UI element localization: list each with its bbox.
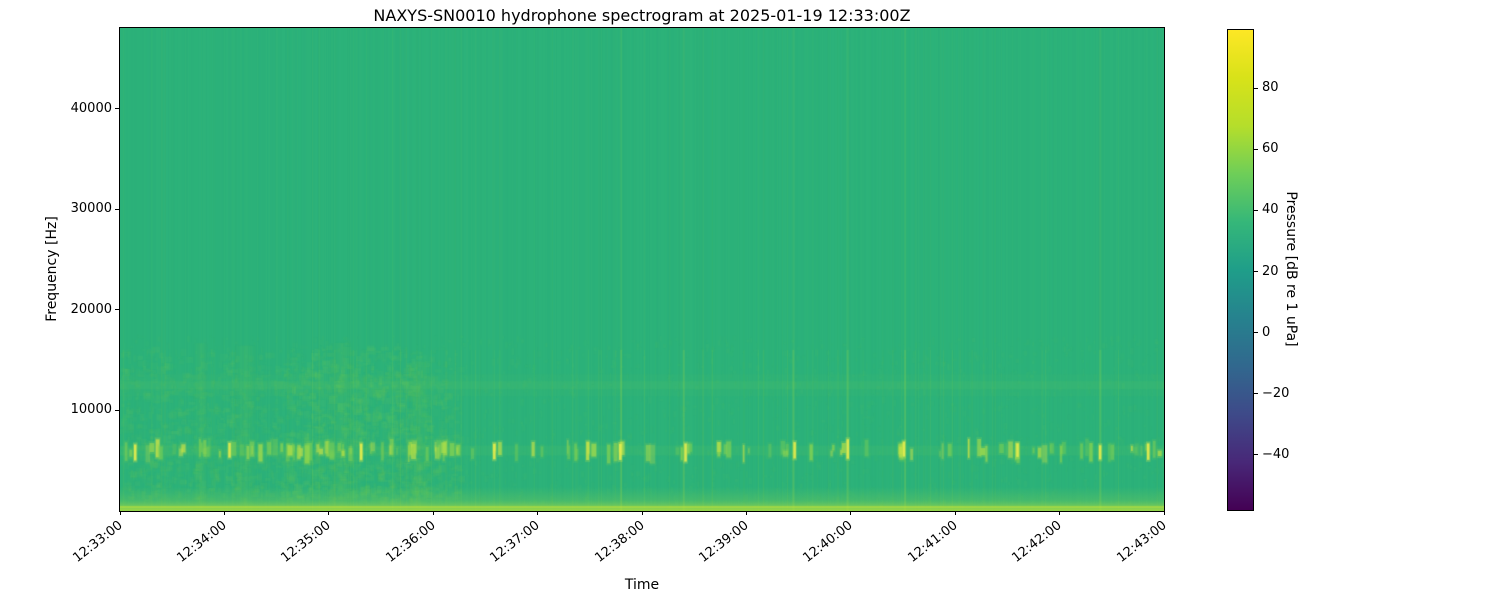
x-tick-mark	[119, 511, 121, 515]
x-tick-mark	[954, 511, 956, 515]
x-tick-label: 12:34:00	[174, 518, 230, 566]
chart-title: NAXYS-SN0010 hydrophone spectrogram at 2…	[373, 6, 911, 25]
y-tick-label: 30000	[70, 201, 112, 217]
x-tick-mark	[641, 511, 643, 515]
x-tick-mark	[850, 511, 852, 515]
colorbar-tick-mark	[1254, 393, 1258, 395]
colorbar-tick-label: −20	[1262, 385, 1290, 401]
x-tick-label: 12:38:00	[591, 518, 648, 566]
x-tick-mark	[537, 511, 539, 515]
x-tick-label: 12:33:00	[69, 518, 126, 566]
x-tick-label: 12:40:00	[800, 518, 857, 566]
x-tick-label: 12:36:00	[383, 518, 439, 566]
x-axis-label: Time	[624, 577, 660, 593]
x-tick-label: 12:41:00	[905, 518, 961, 566]
colorbar-tick-label: −40	[1262, 446, 1290, 462]
y-tick-mark	[115, 409, 119, 411]
x-tick-mark	[745, 511, 747, 515]
y-tick-label: 20000	[70, 301, 112, 317]
colorbar-tick-mark	[1254, 148, 1258, 150]
x-tick-mark	[432, 511, 434, 515]
colorbar-tick-mark	[1254, 209, 1258, 211]
y-tick-label: 10000	[70, 402, 112, 418]
x-tick-mark	[1059, 511, 1061, 515]
colorbar-tick-label: 20	[1262, 263, 1279, 279]
y-tick-mark	[115, 108, 119, 109]
spectrogram-heatmap	[120, 28, 1164, 511]
y-tick-mark	[115, 309, 119, 311]
colorbar-tick-label: 0	[1262, 324, 1271, 340]
x-tick-mark	[328, 511, 330, 515]
colorbar-tick-label: 60	[1262, 141, 1279, 157]
plot-area	[119, 27, 1165, 512]
x-tick-mark	[223, 511, 225, 515]
x-tick-label: 12:42:00	[1009, 518, 1065, 566]
colorbar-tick-label: 80	[1262, 80, 1279, 96]
colorbar	[1227, 29, 1254, 511]
y-tick-mark	[115, 208, 119, 210]
colorbar-tick-mark	[1254, 454, 1258, 456]
x-tick-label: 12:37:00	[487, 518, 543, 566]
y-tick-label: 40000	[70, 100, 112, 116]
colorbar-tick-label: 40	[1262, 202, 1279, 218]
colorbar-tick-mark	[1254, 271, 1258, 273]
colorbar-tick-mark	[1254, 332, 1258, 334]
colorbar-tick-mark	[1254, 87, 1258, 89]
x-tick-mark	[1163, 511, 1165, 515]
x-tick-label: 12:35:00	[278, 518, 335, 566]
colorbar-label: Pressure [dB re 1 uPa]	[1283, 191, 1299, 347]
x-tick-label: 12:39:00	[696, 518, 752, 566]
x-tick-label: 12:43:00	[1113, 518, 1170, 566]
